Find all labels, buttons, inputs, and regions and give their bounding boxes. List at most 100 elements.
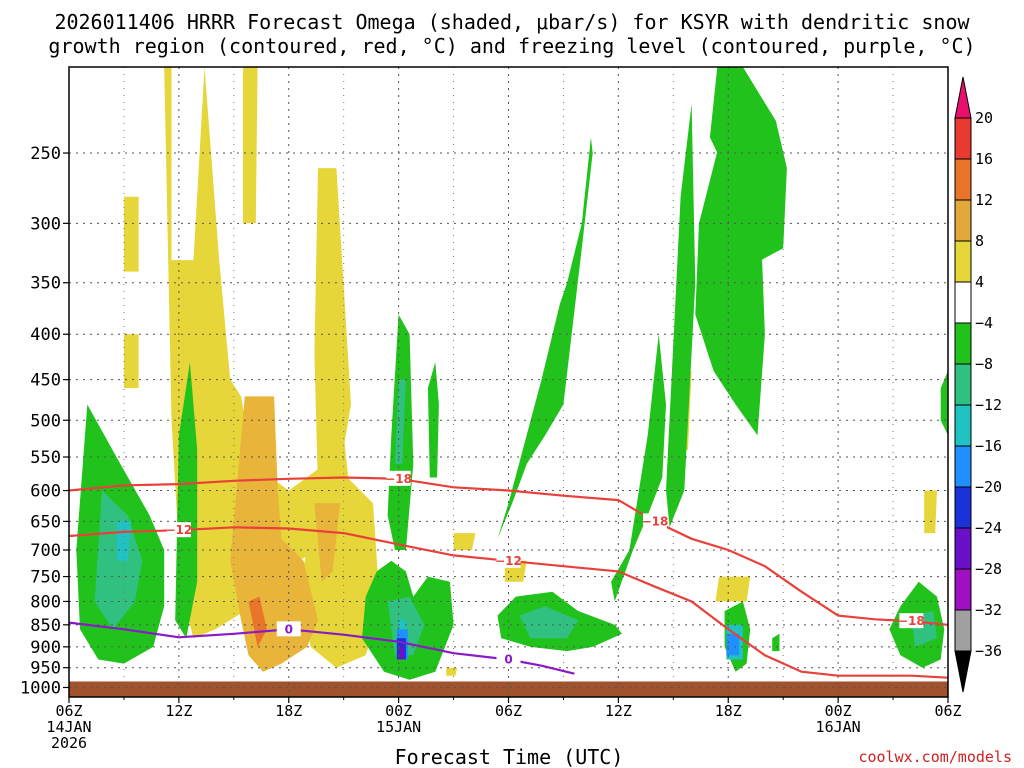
- y-tick-label-350: 350: [30, 274, 61, 294]
- y-tick-label-250: 250: [30, 144, 61, 164]
- grid-lines: [69, 67, 948, 697]
- colorbar-label-4: 4: [975, 273, 984, 291]
- omega-area-21: [611, 334, 666, 602]
- ground-fill: [69, 681, 948, 697]
- y-tick-label-500: 500: [30, 411, 61, 431]
- omega-area-28: [940, 371, 948, 436]
- y-axis-ticks: 2503003504004505005506006507007508008509…: [20, 144, 69, 698]
- x-tick-label-18: 00Z: [385, 702, 412, 720]
- colorbar-label-6: −8: [975, 355, 993, 373]
- colorbar-segment-2: [954, 158, 972, 201]
- freezing-level-label-b-bg: [496, 651, 521, 667]
- colorbar-segment-8: [954, 404, 972, 447]
- omega-area-0: [164, 67, 351, 639]
- colorbar-label-10: −24: [975, 519, 1002, 537]
- y-tick-label-750: 750: [30, 568, 61, 588]
- omega-area-7: [715, 576, 751, 602]
- colorbar-segment-3: [954, 199, 972, 242]
- omega-shading: [76, 67, 948, 680]
- x-axis-label: Forecast Time (UTC): [395, 745, 624, 768]
- omega-area-4: [243, 67, 258, 224]
- omega-area-29: [772, 633, 780, 652]
- colorbar-label-11: −28: [975, 560, 1002, 578]
- isotherm-minus18-label-c: −18: [898, 614, 925, 628]
- omega-area-39: [726, 633, 740, 656]
- y-tick-label-550: 550: [30, 448, 61, 468]
- isotherm-minus18-label-b-bg: [643, 513, 667, 529]
- colorbar-top-triangle: [954, 76, 972, 119]
- y-tick-label-850: 850: [30, 616, 61, 636]
- omega-area-3: [123, 334, 139, 389]
- colorbar-segment-13: [954, 609, 972, 652]
- y-tick-label-700: 700: [30, 541, 61, 561]
- isotherm-minus18-label-c-bg: [899, 613, 924, 629]
- omega-area-14: [248, 596, 267, 647]
- x-tick-label-24: 06Z: [495, 702, 522, 720]
- freezing-level-label-a-bg: [276, 621, 301, 637]
- colorbar-label-13: −36: [975, 642, 1002, 660]
- colorbar-segment-7: [954, 363, 972, 406]
- ground-layer: [69, 681, 948, 697]
- y-tick-label-800: 800: [30, 592, 61, 612]
- omega-area-11: [446, 667, 458, 676]
- x-tick-date-18: 15JAN: [376, 718, 421, 736]
- y-tick-label-900: 900: [30, 638, 61, 658]
- x-tick-label-0: 06Z: [55, 702, 82, 720]
- isotherm-minus12-label-a-bg: [166, 522, 191, 538]
- isotherm-minus12-label-b-bg: [496, 552, 521, 568]
- isotherm-minus18-label-b: −18: [642, 514, 669, 528]
- isotherm-minus12-label-a: −12: [165, 523, 192, 537]
- colorbar-label-0: 20: [975, 109, 993, 127]
- colorbar-label-5: −4: [975, 314, 993, 332]
- x-tick-date-0: 14JAN: [46, 718, 91, 736]
- isotherm-minus18-line: [69, 476, 948, 626]
- chart-title-line1: 2026011406 HRRR Forecast Omega (shaded, …: [54, 10, 970, 34]
- colorbar-segment-9: [954, 445, 972, 488]
- chart-title-line2: growth region (contoured, red, °C) and f…: [48, 34, 975, 58]
- omega-area-22: [666, 103, 696, 528]
- colorbar: 20 16 12 8 4 −4 −8 −12 −16 −20 −24 −28 −32 −36: [954, 76, 1002, 693]
- x-tick-label-6: 12Z: [165, 702, 192, 720]
- colorbar-bottom-triangle: [954, 650, 972, 693]
- x-tick-label-42: 00Z: [825, 702, 852, 720]
- colorbar-segment-12: [954, 568, 972, 611]
- y-tick-label-650: 650: [30, 512, 61, 532]
- omega-area-16: [175, 362, 198, 639]
- colorbar-label-3: 8: [975, 232, 984, 250]
- y-tick-label-300: 300: [30, 214, 61, 234]
- colorbar-segment-10: [954, 486, 972, 529]
- y-tick-label-450: 450: [30, 371, 61, 391]
- x-tick-label-36: 18Z: [715, 702, 742, 720]
- x-tick-date-42: 16JAN: [816, 718, 861, 736]
- contours: −18 −18 −18 −12 −12 0 0: [69, 470, 948, 679]
- x-tick-year-0: 2026: [51, 734, 87, 752]
- colorbar-segment-4: [954, 240, 972, 283]
- x-tick-label-12: 18Z: [275, 702, 302, 720]
- colorbar-label-12: −32: [975, 601, 1002, 619]
- omega-area-2: [123, 196, 139, 272]
- colorbar-segment-1: [954, 117, 972, 160]
- isotherm-minus18-label-a-bg: [386, 470, 411, 486]
- y-tick-label-400: 400: [30, 325, 61, 345]
- colorbar-label-9: −20: [975, 478, 1002, 496]
- omega-area-9: [453, 533, 476, 550]
- colorbar-label-1: 16: [975, 150, 993, 168]
- freezing-level-label-a: 0: [285, 622, 293, 636]
- y-tick-label-600: 600: [30, 482, 61, 502]
- y-tick-label-1000: 1000: [20, 678, 61, 698]
- freezing-level-label-b: 0: [504, 653, 512, 667]
- omega-area-24: [709, 67, 787, 261]
- omega-area-10: [924, 490, 937, 534]
- colorbar-label-7: −12: [975, 396, 1002, 414]
- colorbar-segment-11: [954, 527, 972, 570]
- colorbar-segment-5: [954, 281, 972, 324]
- omega-area-13: [314, 503, 340, 582]
- omega-area-41: [398, 646, 405, 660]
- isotherm-minus12-line: [69, 526, 948, 679]
- isotherm-minus12-label-b: −12: [495, 554, 522, 568]
- y-tick-label-950: 950: [30, 659, 61, 679]
- credit-text: coolwx.com/models: [858, 748, 1012, 766]
- isotherm-minus18-label-a: −18: [385, 472, 412, 486]
